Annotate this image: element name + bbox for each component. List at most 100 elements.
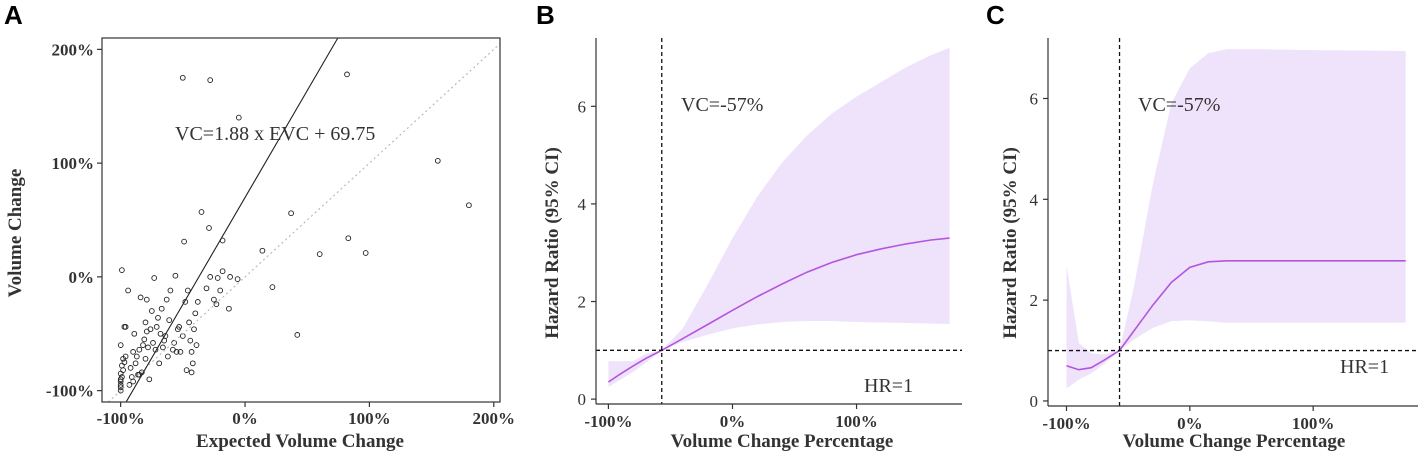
data-point: [117, 384, 124, 391]
data-point: [173, 349, 180, 355]
data-point: [193, 342, 200, 348]
axes: -100% 0% 100% 0 2 4 6: [1030, 38, 1418, 433]
data-point: [160, 344, 166, 351]
data-point: [217, 287, 224, 294]
hazard-ratio-line: [607, 237, 950, 383]
y-tick-label: 0: [578, 390, 587, 409]
data-point: [145, 344, 151, 351]
data-point: [288, 210, 294, 217]
hazard-ratio-plot-b: -100% 0% 100% 0 2 4 6 VC=-57% HR=1 Volume Chan…: [542, 38, 962, 452]
data-point: [172, 272, 179, 279]
data-point: [186, 319, 192, 326]
x-axis-label: Expected Volume Change: [196, 431, 404, 452]
data-point: [194, 299, 201, 305]
data-point: [143, 296, 150, 303]
data-point: [117, 342, 124, 348]
regression-annotation: VC=1.88 x EVC + 69.75: [175, 123, 375, 145]
y-tick-label: 6: [578, 97, 587, 116]
panel-label-c: C: [986, 0, 1005, 30]
data-point: [177, 349, 184, 355]
reference-label: HR=1: [864, 375, 913, 397]
data-point: [188, 349, 195, 355]
data-point: [189, 360, 196, 367]
x-tick-label: 0%: [232, 409, 258, 428]
y-axis-label: Hazard Ratio (95% CI): [1000, 147, 1021, 339]
data-point: [150, 340, 156, 346]
data-point: [120, 367, 126, 373]
data-point: [203, 285, 210, 292]
data-point: [344, 71, 350, 78]
reference-lines: [107, 37, 501, 403]
data-point: [466, 202, 472, 209]
reference-label: HR=1: [1340, 356, 1389, 378]
confidence-band: [1066, 49, 1406, 389]
data-point: [153, 324, 160, 330]
data-point: [147, 326, 154, 333]
data-point: [158, 305, 165, 312]
cutoff-label: VC=-57%: [1138, 94, 1220, 116]
y-tick-label: 0%: [69, 268, 95, 287]
data-point: [207, 274, 214, 280]
y-axis-label: Volume Change: [5, 169, 26, 298]
data-point: [171, 340, 177, 346]
data-point: [157, 330, 164, 337]
data-point: [125, 287, 131, 294]
data-point: [434, 157, 441, 164]
x-tick-label: 200%: [473, 409, 516, 428]
data-point: [119, 267, 125, 273]
y-axis-label: Hazard Ratio (95% CI): [542, 147, 563, 339]
data-point: [191, 326, 197, 333]
data-point: [140, 342, 146, 348]
data-point: [142, 355, 149, 362]
x-tick-label: 100%: [835, 412, 878, 431]
data-point: [151, 275, 158, 281]
scatter-plot: -100% 0% 100% 200% -100% 0% 100% 200% VC=1.88 x…: [5, 37, 516, 452]
data-point: [133, 353, 140, 360]
data-point: [269, 284, 276, 290]
data-point: [206, 225, 212, 231]
data-point: [163, 296, 170, 303]
y-tick-label: 4: [1030, 190, 1039, 209]
x-tick-label: 0%: [720, 412, 746, 431]
y-tick-label: 200%: [52, 40, 95, 59]
confidence-band: [608, 47, 950, 387]
data-point: [137, 294, 144, 301]
data-point: [294, 332, 301, 338]
data-point: [119, 374, 125, 380]
y-tick-label: 100%: [52, 154, 95, 173]
data-point: [188, 369, 195, 376]
data-point: [119, 362, 125, 369]
x-tick-label: -100%: [97, 409, 145, 428]
data-point: [214, 275, 221, 281]
y-tick-label: 0: [1030, 392, 1039, 411]
data-point: [122, 353, 129, 360]
y-tick-label: 2: [1030, 291, 1039, 310]
panel-label-b: B: [536, 0, 555, 30]
data-point: [146, 376, 153, 383]
data-point: [235, 114, 242, 121]
data-point: [316, 251, 323, 257]
data-point: [183, 367, 190, 373]
data-point: [219, 268, 226, 275]
axes-frame: -100% 0% 100% 200% -100% 0% 100% 200%: [46, 37, 516, 428]
x-axis-label: Volume Change Percentage: [1123, 431, 1346, 452]
data-point: [127, 365, 134, 371]
data-point: [198, 209, 205, 215]
data-point: [130, 349, 136, 355]
hazard-ratio-plot-c: -100% 0% 100% 0 2 4 6 VC=-57% HR=1 Volume Chan…: [1000, 38, 1418, 452]
data-point: [176, 324, 182, 330]
data-point: [362, 250, 369, 256]
y-tick-label: 6: [1030, 89, 1039, 108]
data-point: [213, 301, 220, 308]
plot-frame: [101, 37, 501, 403]
regression-line: [125, 37, 339, 403]
data-point: [142, 319, 149, 326]
data-point: [345, 235, 352, 242]
data-point: [192, 310, 199, 317]
data-point: [227, 274, 233, 280]
y-tick-label: -100%: [46, 382, 94, 401]
data-point: [117, 382, 124, 388]
data-point: [155, 314, 161, 321]
data-point: [121, 359, 128, 366]
